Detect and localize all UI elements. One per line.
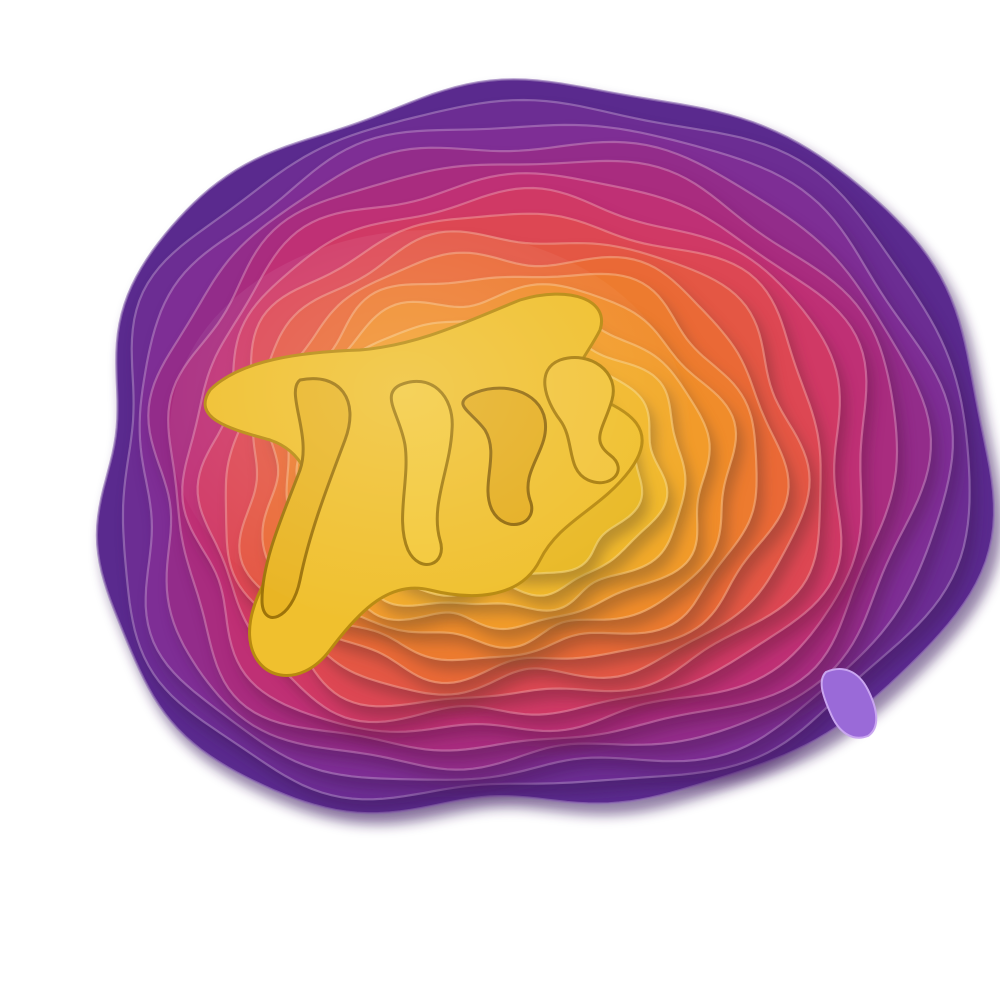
golden-core-folds (170, 230, 690, 677)
purple-tab-fold (820, 668, 878, 739)
surface-gloss (170, 230, 690, 630)
